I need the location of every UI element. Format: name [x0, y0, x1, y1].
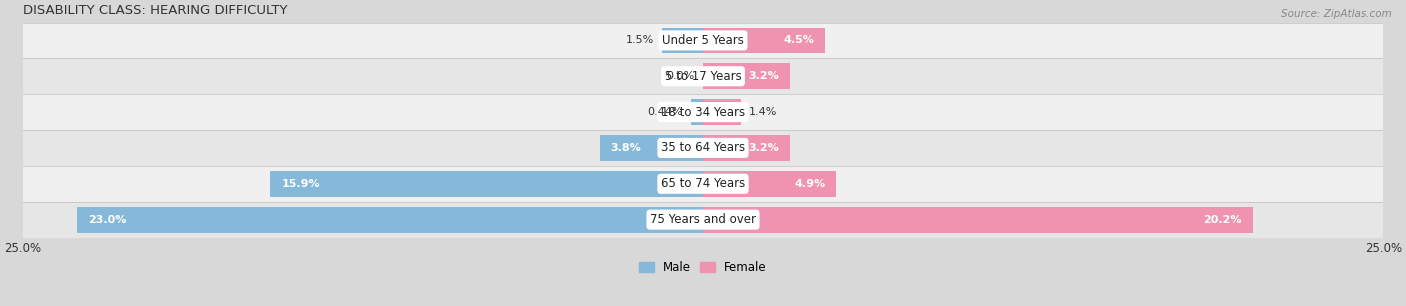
Bar: [703, 171, 837, 197]
Text: 3.8%: 3.8%: [610, 143, 641, 153]
Text: 4.9%: 4.9%: [794, 179, 825, 189]
Bar: [703, 99, 741, 125]
Bar: [703, 135, 790, 161]
Bar: [690, 99, 703, 125]
Text: 3.2%: 3.2%: [748, 143, 779, 153]
Bar: [703, 28, 825, 53]
Bar: [22, 202, 1384, 237]
Text: 18 to 34 Years: 18 to 34 Years: [661, 106, 745, 119]
Text: Source: ZipAtlas.com: Source: ZipAtlas.com: [1281, 9, 1392, 19]
Text: 1.5%: 1.5%: [626, 35, 654, 45]
Bar: [22, 58, 1384, 94]
Text: 3.2%: 3.2%: [748, 71, 779, 81]
Bar: [22, 130, 1384, 166]
Bar: [270, 171, 703, 197]
Text: 23.0%: 23.0%: [89, 215, 127, 225]
Text: 1.4%: 1.4%: [749, 107, 778, 117]
Text: 5 to 17 Years: 5 to 17 Years: [665, 70, 741, 83]
Text: 35 to 64 Years: 35 to 64 Years: [661, 141, 745, 155]
Legend: Male, Female: Male, Female: [634, 256, 772, 279]
Bar: [77, 207, 703, 233]
Text: DISABILITY CLASS: HEARING DIFFICULTY: DISABILITY CLASS: HEARING DIFFICULTY: [22, 4, 287, 17]
Text: 75 Years and over: 75 Years and over: [650, 213, 756, 226]
Text: 65 to 74 Years: 65 to 74 Years: [661, 177, 745, 190]
Text: 0.44%: 0.44%: [647, 107, 683, 117]
Text: 15.9%: 15.9%: [281, 179, 319, 189]
Bar: [22, 94, 1384, 130]
Bar: [22, 23, 1384, 58]
Bar: [703, 207, 1253, 233]
Bar: [662, 28, 703, 53]
Bar: [22, 166, 1384, 202]
Text: 20.2%: 20.2%: [1204, 215, 1241, 225]
Bar: [703, 63, 790, 89]
Bar: [599, 135, 703, 161]
Text: 0.0%: 0.0%: [666, 71, 695, 81]
Text: Under 5 Years: Under 5 Years: [662, 34, 744, 47]
Text: 4.5%: 4.5%: [783, 35, 814, 45]
